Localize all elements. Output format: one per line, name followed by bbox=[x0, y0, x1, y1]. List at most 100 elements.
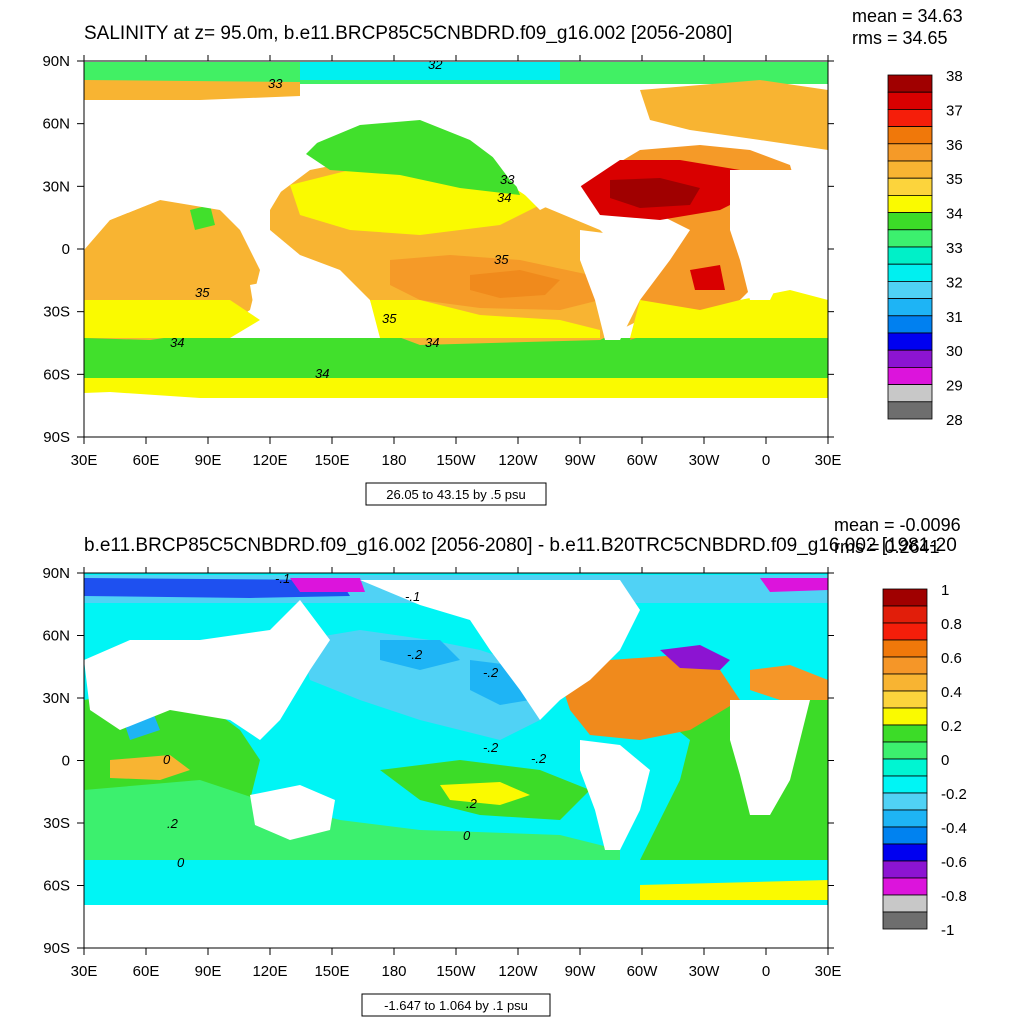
colorbar-label: 0.8 bbox=[941, 616, 962, 633]
panel1-south-america-land bbox=[580, 230, 650, 340]
contour-label: 35 bbox=[382, 311, 397, 326]
colorbar-label: -0.2 bbox=[941, 786, 967, 803]
panel1-indian-yellow bbox=[84, 300, 260, 338]
panel2-gulf-stream-purple bbox=[660, 645, 730, 670]
x-tick-label: 120W bbox=[498, 963, 538, 980]
panel1-southern-band bbox=[84, 338, 828, 378]
x-tick-label: 120E bbox=[252, 963, 287, 980]
panel2-south-pacific-yellow bbox=[440, 782, 530, 805]
colorbar-cell bbox=[887, 246, 933, 265]
x-tick-label: 90E bbox=[195, 963, 222, 980]
colorbar-cell bbox=[887, 177, 933, 196]
colorbar-label: 38 bbox=[946, 68, 963, 85]
colorbar-cell bbox=[887, 126, 933, 145]
y-tick-label: 60S bbox=[43, 366, 70, 383]
colorbar-cell bbox=[887, 143, 933, 162]
x-tick-label: 30W bbox=[689, 963, 721, 980]
y-tick-label: 0 bbox=[62, 241, 70, 258]
y-tick-label: 0 bbox=[62, 753, 70, 770]
panel1-info-box bbox=[365, 482, 547, 506]
x-tick-label: 0 bbox=[762, 963, 770, 980]
colorbar-cell bbox=[887, 280, 933, 299]
contour-label: 34 bbox=[425, 335, 439, 350]
contour-label: 0 bbox=[163, 752, 171, 767]
x-tick-label: 60E bbox=[133, 452, 160, 469]
panel1-axes: 30E 60E 90E 120E 150E 180 150W 120W 90W 60W 30W 0 30… bbox=[42, 53, 841, 469]
panel2-north-pacific-core bbox=[380, 640, 460, 670]
colorbar-label: 0.6 bbox=[941, 650, 962, 667]
colorbar-cell bbox=[882, 792, 928, 811]
x-tick-label: 90W bbox=[565, 963, 597, 980]
colorbar-cell bbox=[882, 673, 928, 692]
colorbar-label: 30 bbox=[946, 343, 963, 360]
panel2-south-yellow bbox=[640, 880, 828, 900]
panel2-north-pacific-blue bbox=[300, 630, 540, 740]
x-tick-label: 150W bbox=[436, 452, 476, 469]
colorbar-label: 31 bbox=[946, 309, 963, 326]
x-tick-label: 180 bbox=[381, 963, 406, 980]
colorbar-cell bbox=[882, 826, 928, 845]
x-tick-label: 60E bbox=[133, 963, 160, 980]
contour-label: -.2 bbox=[483, 740, 499, 755]
panel2-arctic-blue bbox=[84, 578, 350, 598]
panel1-arctic-orange bbox=[84, 80, 300, 100]
colorbar-cell bbox=[887, 263, 933, 282]
colorbar-cell bbox=[882, 741, 928, 760]
contour-label: 0 bbox=[463, 828, 471, 843]
panel2-mean: mean = -0.0096 bbox=[834, 515, 961, 535]
colorbar-label: -0.8 bbox=[941, 888, 967, 905]
panel1-contour-labels: 32 33 33 34 35 35 35 34 34 34 bbox=[170, 61, 515, 381]
panel1-south-pacific-yellow bbox=[370, 300, 600, 338]
colorbar-cell bbox=[882, 758, 928, 777]
x-tick-label: 150E bbox=[314, 963, 349, 980]
panel1-south-atlantic-yellow bbox=[630, 290, 828, 338]
x-tick-label: 30W bbox=[689, 452, 721, 469]
colorbar-cell bbox=[887, 74, 933, 93]
panel2-north-pacific-core-east bbox=[470, 660, 530, 705]
x-tick-label: 30E bbox=[71, 452, 98, 469]
colorbar-cell bbox=[882, 622, 928, 641]
x-tick-label: 150W bbox=[436, 963, 476, 980]
panel2-north-atlantic-orange bbox=[560, 655, 740, 740]
x-tick-label: 90E bbox=[195, 452, 222, 469]
x-tick-label: 0 bbox=[762, 452, 770, 469]
y-tick-label: 60S bbox=[43, 878, 70, 895]
panel1-nordic-orange bbox=[640, 80, 828, 150]
colorbar-cell bbox=[887, 160, 933, 179]
colorbar-cell bbox=[882, 707, 928, 726]
panel2-africa-land bbox=[730, 700, 810, 815]
panel1-south-pacific-core bbox=[470, 270, 560, 298]
colorbar-label: 33 bbox=[946, 240, 963, 257]
x-tick-label: 60W bbox=[627, 963, 659, 980]
colorbar-label: 0 bbox=[941, 752, 949, 769]
panel2-map: -.1 -.2 -.2 -.2 .2 0 0 .2 -.2 0 -.1 bbox=[84, 573, 828, 948]
colorbar-cell bbox=[887, 298, 933, 317]
colorbar-cell bbox=[887, 91, 933, 110]
panel2-southern-green bbox=[84, 780, 620, 860]
colorbar-cell bbox=[882, 690, 928, 709]
panel2-info-box bbox=[361, 993, 551, 1017]
colorbar-cell bbox=[882, 775, 928, 794]
colorbar-label: 36 bbox=[946, 137, 963, 154]
colorbar-cell bbox=[887, 401, 933, 420]
x-tick-label: 120W bbox=[498, 452, 538, 469]
colorbar-cell bbox=[882, 894, 928, 913]
contour-label: 0 bbox=[177, 855, 185, 870]
colorbar-label: -0.6 bbox=[941, 854, 967, 871]
panel2-axes: 30E 60E 90E 120E 150E 180 150W 120W 90W 60W 30W 0 30… bbox=[42, 565, 841, 980]
colorbar-label: 34 bbox=[946, 206, 963, 223]
colorbar-label: -0.4 bbox=[941, 820, 967, 837]
colorbar-cell bbox=[887, 349, 933, 368]
y-tick-label: 30N bbox=[42, 178, 70, 195]
panel1-contour-info: 26.05 to 43.15 by .5 psu bbox=[386, 487, 526, 502]
colorbar-cell bbox=[882, 639, 928, 658]
colorbar-cell bbox=[887, 109, 933, 128]
panel2-arctic-magenta-east bbox=[760, 578, 828, 592]
panel2-title: b.e11.BRCP85C5CNBDRD.f09_g16.002 [2056-2… bbox=[84, 535, 957, 556]
panel-difference: mean = -0.0096 b.e11.BRCP85C5CNBDRD.f09_… bbox=[42, 515, 967, 1017]
colorbar-cell bbox=[882, 656, 928, 675]
contour-label: 34 bbox=[315, 366, 329, 381]
colorbar-cell bbox=[887, 229, 933, 248]
panel1-rms: rms = 34.65 bbox=[852, 28, 948, 48]
